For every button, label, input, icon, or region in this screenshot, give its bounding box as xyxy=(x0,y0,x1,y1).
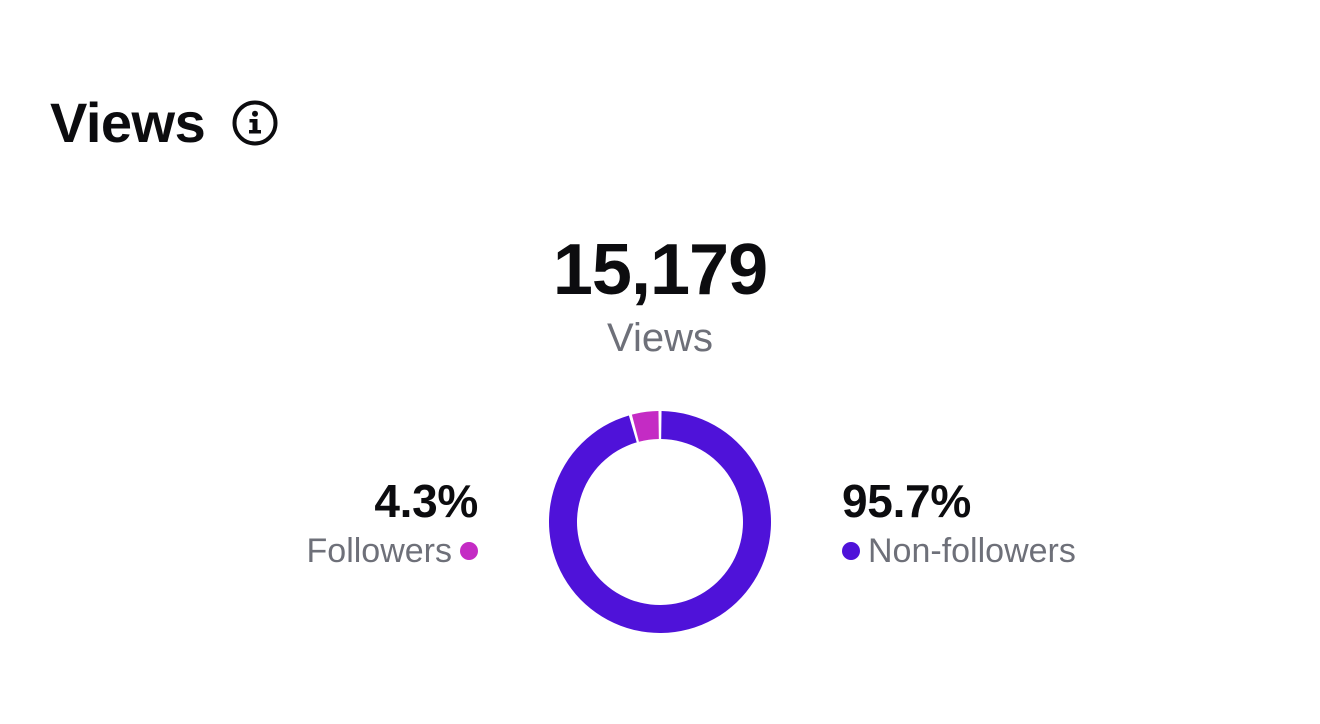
page-title: Views xyxy=(50,91,206,154)
non-followers-stat: 95.7% Non-followers xyxy=(842,478,1076,568)
info-icon[interactable] xyxy=(231,99,279,147)
donut-slice-followers xyxy=(631,411,659,442)
header: Views xyxy=(50,88,279,158)
followers-stat: 4.3% Followers xyxy=(307,475,479,568)
views-donut-chart xyxy=(549,411,771,633)
total-views-value: 15,179 xyxy=(552,230,768,310)
non-followers-percent: 95.7% xyxy=(842,475,971,527)
non-followers-legend-dot xyxy=(842,542,860,560)
followers-legend-dot xyxy=(460,542,478,560)
total-views-label: Views xyxy=(607,316,713,360)
non-followers-label: Non-followers xyxy=(868,532,1076,570)
followers-legend: Followers xyxy=(307,534,478,568)
donut-slice-non-followers xyxy=(549,411,771,633)
followers-label: Followers xyxy=(306,532,452,570)
non-followers-legend: Non-followers xyxy=(842,534,1076,568)
followers-percent: 4.3% xyxy=(374,475,478,527)
